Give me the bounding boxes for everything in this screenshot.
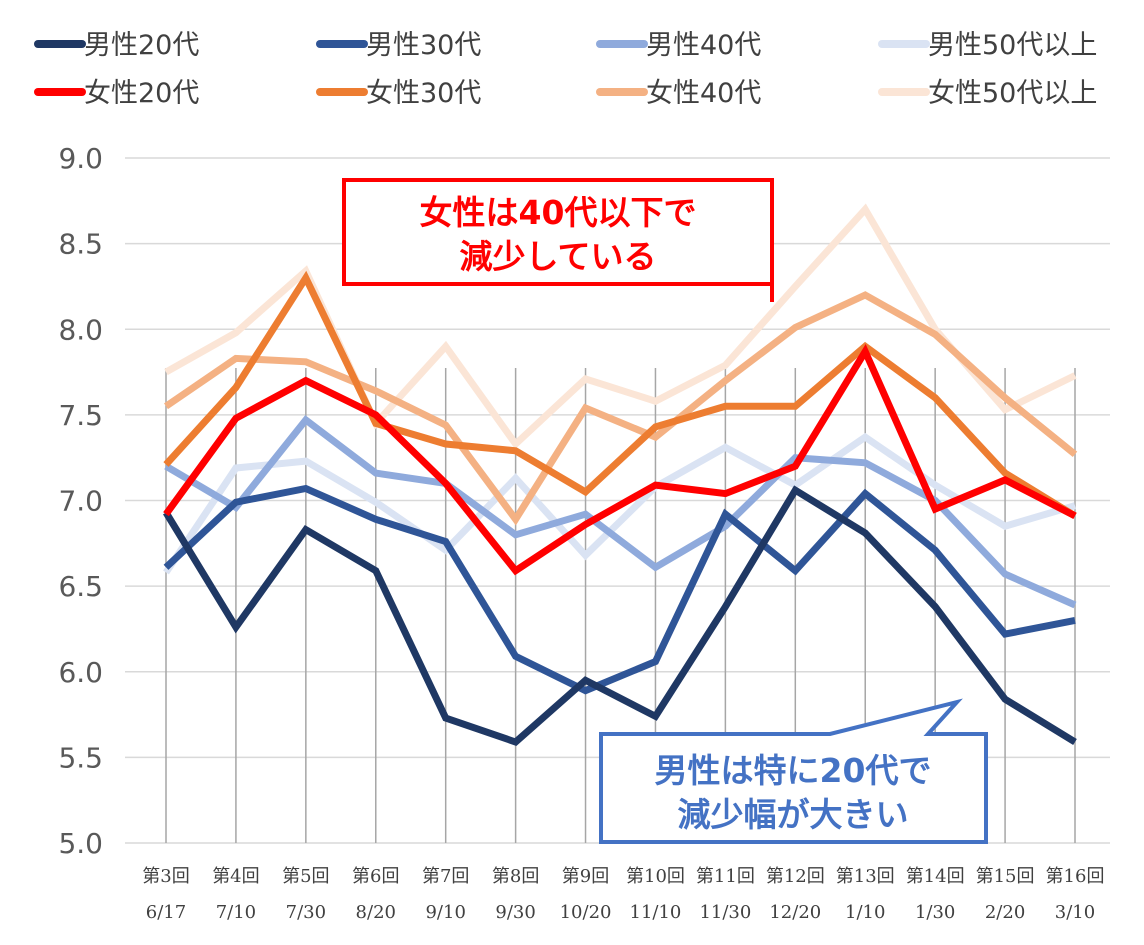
y-tick-label: 7.5 — [58, 399, 103, 432]
series-line-6 — [164, 291, 1078, 526]
series-line-5 — [163, 270, 1077, 519]
x-tick-label-round: 第8回 — [492, 866, 539, 887]
x-tick-label-date: 7/30 — [286, 902, 326, 923]
x-tick-label-date: 11/30 — [699, 902, 751, 923]
x-tick-label-round: 第12回 — [766, 866, 825, 887]
annotation-female-line1: 女性は40代以下で — [420, 193, 697, 232]
x-axis-tick-labels: 第3回 6/17 第4回 7/10 第5回 7/30 第6回 8/20 第7回 9/10 第8回 9/… — [142, 866, 1104, 923]
annotation-female-box — [342, 178, 774, 286]
legend-label: 女性30代 — [366, 78, 481, 109]
x-tick-label-date: 12/20 — [769, 902, 821, 923]
annotation-female: 女性は40代以下で 減少している — [342, 178, 774, 302]
x-tick-label-round: 第13回 — [836, 866, 895, 887]
x-tick-label-date: 11/10 — [630, 902, 682, 923]
x-tick-label-round: 第9回 — [562, 866, 609, 887]
annotation-male-line2: 減少幅が大きい — [678, 795, 909, 834]
x-tick-label-round: 第11回 — [696, 866, 755, 887]
x-tick-label-date: 8/20 — [356, 902, 396, 923]
legend-label: 女性50代以上 — [928, 78, 1097, 109]
x-tick-label-date: 7/10 — [216, 902, 256, 923]
x-tick-label-date: 2/20 — [985, 902, 1025, 923]
annotation-male: 男性は特に20代で 減少幅が大きい — [599, 698, 988, 844]
x-tick-label-date: 1/30 — [915, 902, 955, 923]
legend-label: 男性50代以上 — [928, 30, 1097, 61]
x-tick-label-round: 第15回 — [976, 866, 1035, 887]
legend-label: 女性40代 — [646, 78, 761, 109]
series-lines — [163, 203, 1078, 746]
x-tick-label-date: 10/20 — [560, 902, 612, 923]
y-tick-label: 5.5 — [58, 741, 103, 774]
series-line-4 — [163, 343, 1077, 576]
y-tick-label: 7.0 — [58, 485, 103, 518]
x-tick-label-date: 6/17 — [146, 902, 186, 923]
y-tick-label: 8.0 — [58, 313, 103, 346]
x-tick-label-round: 第7回 — [422, 866, 469, 887]
y-tick-label: 6.5 — [58, 570, 103, 603]
y-axis-tick-labels: 9.0 8.5 8.0 7.5 7.0 6.5 6.0 5.5 5.0 — [58, 142, 103, 860]
x-tick-label-round: 第3回 — [142, 866, 189, 887]
legend-label: 男性40代 — [646, 30, 761, 61]
annotation-male-box — [599, 698, 988, 844]
x-tick-label-round: 第16回 — [1046, 866, 1105, 887]
x-tick-label-round: 第5回 — [282, 866, 329, 887]
x-tick-label-date: 9/10 — [425, 902, 465, 923]
series-line-0 — [163, 485, 1077, 746]
y-tick-label: 6.0 — [58, 656, 103, 689]
legend-label: 女性20代 — [84, 78, 199, 109]
x-tick-label-round: 第4回 — [212, 866, 259, 887]
series-line-2 — [164, 415, 1077, 609]
x-tick-label-date: 9/30 — [495, 902, 535, 923]
x-tick-label-round: 第14回 — [906, 866, 965, 887]
y-tick-label: 8.5 — [58, 228, 103, 261]
legend-label: 男性20代 — [84, 30, 199, 61]
x-tick-label-round: 第10回 — [626, 866, 685, 887]
y-tick-label: 5.0 — [58, 827, 103, 860]
series-line-1 — [163, 484, 1076, 695]
legend-label: 男性30代 — [366, 30, 481, 61]
y-tick-label: 9.0 — [58, 142, 103, 175]
x-tick-label-date: 3/10 — [1055, 902, 1095, 923]
annotation-female-line2: 減少している — [459, 237, 656, 276]
annotation-male-line1: 男性は特に20代で — [655, 751, 932, 790]
x-tick-label-round: 第6回 — [352, 866, 399, 887]
x-tick-label-date: 1/10 — [845, 902, 885, 923]
